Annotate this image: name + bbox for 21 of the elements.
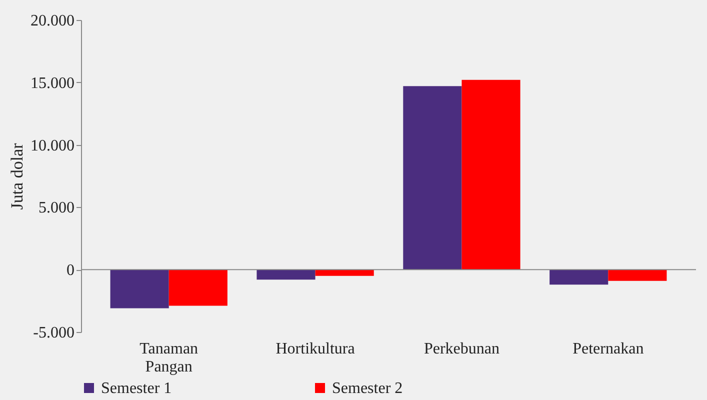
bar bbox=[403, 86, 462, 270]
y-tick-label: 0 bbox=[66, 262, 74, 280]
y-tick-label: 10.000 bbox=[30, 137, 74, 154]
legend-label: Semester 2 bbox=[332, 380, 403, 397]
y-tick-label: 5.000 bbox=[38, 200, 74, 217]
y-tick-label: -5.000 bbox=[33, 324, 74, 342]
bar bbox=[110, 270, 169, 308]
y-axis-title: Juta dolar bbox=[8, 142, 26, 210]
x-tick-label: Peternakan bbox=[572, 340, 644, 358]
bar bbox=[608, 270, 667, 281]
bar bbox=[256, 270, 316, 280]
x-tick-label: Tanaman Pangan bbox=[140, 340, 198, 376]
bar bbox=[315, 270, 374, 276]
x-tick-label: Hortikultura bbox=[276, 340, 355, 358]
x-tick-label: Perkebunan bbox=[424, 340, 500, 358]
y-tick-label: 15.000 bbox=[30, 74, 74, 92]
bar bbox=[550, 270, 608, 285]
legend-label: Semester 1 bbox=[101, 380, 172, 397]
bar bbox=[168, 270, 228, 306]
y-tick-label: 20.000 bbox=[30, 12, 74, 30]
bar bbox=[462, 80, 520, 270]
